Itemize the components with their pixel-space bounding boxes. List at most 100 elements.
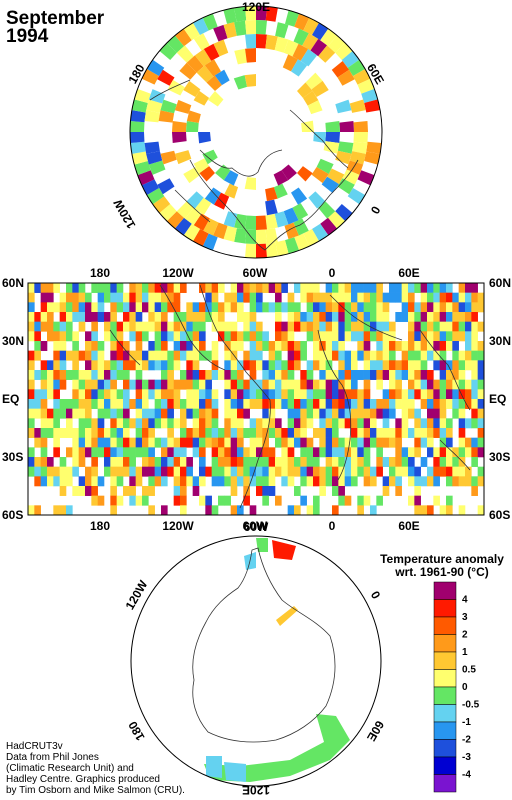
anomaly-cell [173, 466, 181, 477]
anomaly-cell [349, 151, 366, 165]
anomaly-cell [129, 312, 136, 322]
anomaly-cell [199, 428, 206, 438]
anomaly-cell [186, 121, 199, 132]
anomaly-cell [325, 360, 333, 371]
anomaly-cell [341, 51, 360, 68]
anomaly-cell [161, 408, 168, 419]
anomaly-cell [382, 321, 390, 332]
anomaly-cell [433, 379, 440, 390]
anomaly-cell [137, 170, 155, 186]
anomaly-cell [123, 418, 130, 429]
legend-swatch [433, 756, 457, 775]
anomaly-cell [167, 302, 174, 313]
anomaly-cell [471, 331, 478, 342]
anomaly-cell [313, 428, 320, 438]
anomaly-cell [319, 486, 326, 496]
anomaly-cell [332, 350, 339, 361]
anomaly-cell [72, 379, 79, 390]
anomaly-cell [199, 408, 206, 419]
anomaly-cell [230, 379, 238, 390]
anomaly-cell [283, 39, 299, 57]
anomaly-cell [465, 447, 472, 458]
anomaly-cell [376, 437, 383, 448]
anomaly-cell [357, 437, 364, 448]
anomaly-cell [199, 457, 206, 467]
anomaly-cell [294, 457, 301, 467]
anomaly-cell [186, 312, 193, 322]
anomaly-cell [249, 447, 257, 458]
anomaly-cell [180, 341, 187, 351]
anomaly-cell [465, 331, 472, 342]
anomaly-cell [72, 283, 79, 293]
anomaly-cell [53, 418, 60, 429]
anomaly-cell [294, 466, 301, 477]
anomaly-cell [414, 389, 421, 400]
anomaly-cell [382, 389, 390, 400]
anomaly-cell [353, 132, 368, 143]
anomaly-cell [452, 370, 459, 380]
anomaly-cell [395, 312, 402, 322]
anomaly-cell [230, 476, 238, 487]
anomaly-cell [85, 331, 92, 342]
anomaly-cell [427, 447, 434, 458]
anomaly-cell [427, 312, 434, 322]
anomaly-cell [142, 428, 149, 438]
anomaly-cell [446, 331, 453, 342]
anomaly-cell [344, 457, 352, 467]
anomaly-cell [28, 283, 35, 293]
anomaly-cell [291, 187, 308, 205]
anomaly-cell [123, 486, 130, 496]
anomaly-cell [180, 476, 187, 487]
anomaly-cell [471, 370, 478, 380]
anomaly-cell [173, 302, 181, 313]
anomaly-cell [268, 399, 276, 409]
anomaly-cell [401, 341, 409, 351]
anomaly-cell [72, 408, 79, 419]
anomaly-cell [97, 428, 105, 438]
anomaly-cell [53, 302, 60, 313]
anomaly-cell [34, 466, 41, 477]
anomaly-cell [477, 447, 484, 458]
anomaly-cell [234, 48, 247, 65]
anomaly-cell [325, 379, 333, 390]
anomaly-cell [275, 350, 282, 361]
credits-line: (Climatic Research Unit) and [6, 763, 134, 774]
anomaly-cell [351, 408, 358, 419]
anomaly-cell [287, 302, 295, 313]
anomaly-cell [344, 370, 352, 380]
anomaly-cell [338, 486, 345, 496]
anomaly-cell [256, 215, 267, 230]
anomaly-cell [116, 302, 124, 313]
anomaly-cell [249, 312, 257, 322]
anomaly-cell [192, 399, 200, 409]
anomaly-cell [256, 486, 263, 496]
anomaly-cell [204, 187, 221, 205]
anomaly-cell [408, 360, 415, 371]
anomaly-cell [262, 341, 269, 351]
anomaly-cell [313, 389, 320, 400]
anomaly-cell [458, 321, 466, 332]
anomaly-cell [465, 312, 472, 322]
anomaly-cell [268, 389, 276, 400]
anomaly-cell [446, 399, 453, 409]
anomaly-cell [382, 312, 390, 322]
anomaly-cell [294, 418, 301, 429]
anomaly-cell [351, 418, 358, 429]
anomaly-cell [338, 360, 345, 371]
anomaly-cell [91, 466, 98, 477]
anomaly-cell [154, 466, 162, 477]
anomaly-cell [59, 408, 67, 419]
south-cell [272, 540, 296, 560]
anomaly-cell [319, 331, 326, 342]
anomaly-cell [66, 331, 73, 342]
anomaly-cell [439, 302, 447, 313]
anomaly-cell [294, 437, 301, 448]
anomaly-cell [319, 370, 326, 380]
anomaly-cell [262, 408, 269, 419]
anomaly-cell [471, 379, 478, 390]
anomaly-cell [282, 54, 298, 72]
anomaly-cell [186, 360, 193, 371]
anomaly-cell [313, 321, 320, 332]
anomaly-cell [262, 360, 269, 371]
anomaly-cell [224, 408, 231, 419]
